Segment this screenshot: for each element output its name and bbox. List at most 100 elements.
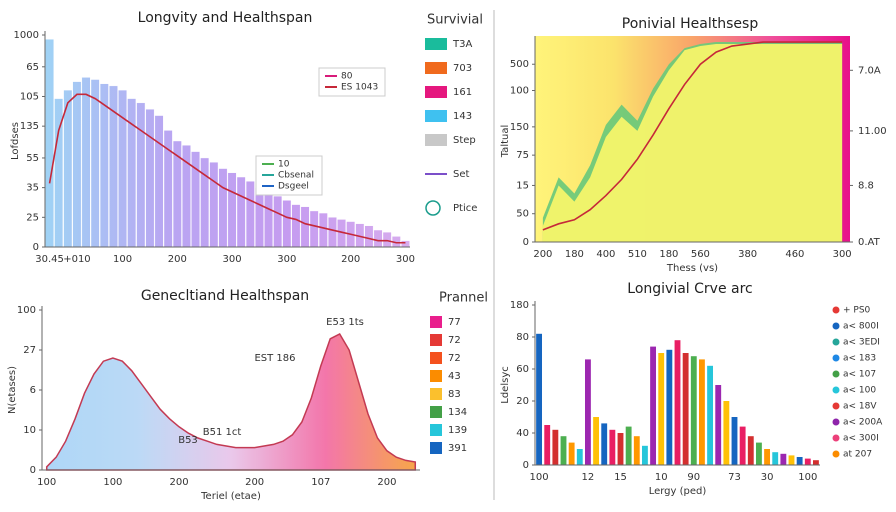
x-axis-label: Teriel (etae) [200,491,261,502]
bar [227,172,237,248]
legend-label: a< 300I [843,434,879,444]
legend-dot [832,354,840,362]
annotation: B53 [178,435,198,446]
bar [45,39,54,248]
y-tick-label: 500 [510,59,529,70]
bar [200,157,210,248]
bar [723,401,730,465]
bar [118,89,127,248]
legend-label: 139 [448,425,467,436]
y-tick-label: 6 [30,385,36,396]
bar [273,195,283,248]
x-tick-label: 100 [103,477,122,488]
x-tick-label: 15 [614,472,627,483]
bar [127,98,137,248]
x-axis-label: Thess (vs) [666,263,718,274]
y-tick-label: 0 [33,242,39,253]
bar [300,206,310,248]
legend-label: at 207 [843,450,872,460]
legend-swatch [430,352,442,364]
legend-dot [832,386,840,394]
bar [90,79,100,248]
bar [364,225,374,248]
y-tick-label: 10 [23,425,36,436]
legend-label: 10 [278,160,290,170]
y-tick-label: 75 [516,150,529,161]
bar [780,453,787,465]
area [542,44,843,242]
bar [747,436,754,465]
legend-swatch [430,442,442,454]
x-tick-label: 100 [798,472,817,483]
x-tick-label: 100 [113,254,132,265]
y-axis-label: N(etases) [7,366,18,414]
bar [291,204,301,248]
y-tick-label: 35 [26,183,39,194]
y-tick-label: 27 [23,345,36,356]
bar [633,436,640,465]
x-tick-label: 30 [761,472,774,483]
x-tick-label: 10 [655,472,668,483]
y2-tick-label: 11.00 [858,126,887,137]
legend-label: 143 [453,111,472,122]
y-tick-label: 0 [30,465,36,476]
bar [255,187,264,248]
x-tick-label: 510 [628,249,647,260]
bar [674,340,681,465]
x-tick-label: 200 [169,477,188,488]
y-tick-label: 0 [523,460,529,471]
legend-label: 80 [341,72,353,82]
y-tick-label: 1000 [14,30,39,41]
legend-label: 134 [448,407,467,418]
bar [617,433,624,465]
x-tick-label: 12 [582,472,595,483]
x-tick-label: 400 [596,249,615,260]
bar [625,426,632,465]
legend-label: a< 18V [843,402,877,412]
bar [812,460,819,465]
legend-label: 391 [448,443,467,454]
legend-swatch [430,424,442,436]
y-axis-label: Ldelsyc [500,366,511,403]
bar [682,353,689,465]
bar [796,457,803,465]
y-tick-label: 25 [26,212,39,223]
bar [788,455,795,465]
bar [707,365,714,465]
y-tick-label: 0 [523,237,529,248]
bar [282,200,292,248]
annotation: B51 1ct [203,427,242,438]
legend-dot [832,450,840,458]
bar [584,359,591,465]
y2-tick-label: 0.AT [858,237,881,248]
bar [218,168,228,248]
legend-swatch [425,86,447,98]
legend-label: 83 [448,389,461,400]
legend-label: 703 [453,63,472,74]
bar [81,77,91,248]
bar [245,181,255,248]
legend-swatch [425,38,447,50]
bar [328,217,337,248]
legend-label: 72 [448,335,461,346]
legend-dot [832,338,840,346]
x-tick-label: 560 [691,249,710,260]
x-tick-label: 200 [377,477,396,488]
bar [804,458,811,465]
bar [99,83,109,248]
bar [666,349,673,465]
y-tick-label: 80 [516,332,529,343]
legend-dot [832,306,840,314]
bar [309,210,319,248]
legend-swatch [425,134,447,146]
x-tick-label: 380 [738,249,757,260]
area [45,333,417,471]
bar [650,346,657,465]
x-tick-label: 180 [659,249,678,260]
x-tick-label: +010 [63,254,90,265]
y-axis-label: Taltual [500,125,511,159]
bar [236,176,246,248]
x-tick-label: 107 [311,477,330,488]
bar [609,429,616,465]
bar [764,449,771,465]
